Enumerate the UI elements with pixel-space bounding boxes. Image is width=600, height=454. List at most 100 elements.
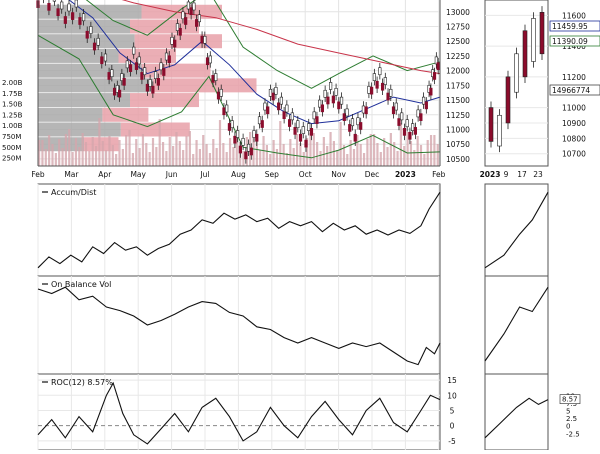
volume-bar — [386, 147, 389, 166]
volume-bar — [212, 139, 215, 166]
candle-body — [107, 72, 111, 80]
volume-bar — [396, 151, 399, 166]
candle-body — [383, 77, 387, 85]
candle-body — [159, 62, 163, 71]
y-tick-label: 11250 — [446, 111, 470, 120]
zoom-accum-dist-line — [484, 191, 549, 269]
candle-body — [331, 95, 335, 104]
candle-body — [326, 96, 330, 105]
y-tick-label: 11500 — [446, 96, 470, 105]
candle-body — [128, 64, 133, 72]
candle-body — [197, 14, 201, 23]
candle-body — [186, 1, 191, 10]
slow-ma-line — [121, 0, 441, 75]
y-tick-label: 13000 — [446, 8, 470, 17]
candle-body — [112, 87, 117, 96]
volume-bar — [383, 138, 386, 166]
candle-body — [211, 75, 215, 83]
volume-bar — [393, 142, 396, 166]
volume-bar — [316, 142, 319, 166]
candle-body — [323, 89, 327, 98]
volume-bar — [289, 139, 292, 166]
candle-body — [434, 56, 438, 65]
candle-body — [67, 3, 71, 12]
candle-body — [405, 119, 409, 128]
volume-bar — [232, 147, 235, 166]
volume-bar — [208, 153, 212, 166]
candle-body — [143, 67, 147, 76]
candle-body — [110, 69, 114, 78]
volume-bar — [225, 152, 228, 166]
zoom-x-tick-label: 17 — [517, 170, 527, 179]
candle-body — [175, 23, 180, 31]
candle-body — [312, 111, 316, 120]
candle-body — [389, 88, 393, 97]
volume-bar — [61, 148, 64, 166]
volume-bar — [403, 146, 406, 166]
candle-body — [361, 105, 366, 114]
roc-panel: 15 10 5 0 -5 ROC(12) 8.57% — [37, 373, 457, 451]
volume-bar — [141, 134, 145, 166]
candle-body — [125, 60, 129, 69]
zoom-x-tick-label: 2023 — [480, 170, 501, 179]
x-month-label: Mar — [64, 170, 79, 179]
y-tick-label: 5 — [450, 406, 455, 415]
candle-body — [342, 113, 346, 121]
candle-body — [298, 133, 303, 142]
volume-bar — [188, 131, 191, 166]
candle-body — [266, 106, 270, 115]
volume-bar — [346, 154, 349, 166]
candle-body — [92, 42, 97, 51]
volume-bar — [205, 144, 208, 166]
candle-body — [241, 138, 245, 146]
candle-body — [309, 128, 314, 136]
candle-body — [140, 72, 144, 80]
candle-body — [318, 99, 322, 108]
volume-bar — [352, 149, 356, 166]
volume-bar — [409, 141, 413, 166]
volume-by-price-bar — [38, 107, 103, 122]
volume-bar — [436, 144, 439, 166]
volume-bar — [322, 137, 325, 166]
candle-body — [120, 73, 124, 81]
price-label: 14966774 — [552, 86, 590, 95]
fast-ma-line — [68, 0, 441, 125]
candle-body — [246, 143, 251, 152]
candle-body — [329, 82, 333, 90]
volume-by-price-bar — [38, 63, 142, 78]
volume-bar — [81, 133, 84, 166]
volume-bar — [125, 135, 128, 166]
volume-bar — [426, 140, 429, 166]
volume-bar — [78, 147, 81, 166]
zoom-obv-line — [484, 286, 549, 362]
volume-bar — [41, 140, 44, 166]
volume-bar — [165, 151, 168, 166]
candle-body — [268, 88, 273, 97]
volume-bar — [44, 149, 47, 166]
candle-body — [411, 123, 415, 131]
candle-body — [238, 145, 242, 154]
volume-bar — [145, 143, 148, 166]
volume-bar — [245, 137, 248, 166]
x-month-label: Aug — [231, 170, 246, 179]
volume-bar — [168, 137, 171, 166]
x-month-label: Dec — [365, 170, 380, 179]
volume-bar — [151, 138, 155, 166]
volume-by-price-bar — [38, 34, 135, 49]
candle-body — [151, 85, 155, 94]
candle-body — [122, 77, 126, 86]
price-label: 11459.95 — [552, 22, 588, 31]
volume-bar — [306, 138, 309, 166]
candle-body — [413, 127, 417, 135]
volume-by-price-bar — [38, 48, 119, 63]
candle-body — [148, 79, 152, 87]
candle-body — [424, 101, 428, 110]
y-tick-label: 15 — [447, 376, 457, 385]
volume-bar — [265, 145, 268, 166]
candle-body — [252, 130, 256, 138]
candle-body — [227, 123, 232, 131]
volume-bar — [88, 151, 91, 166]
candle-body — [359, 122, 363, 130]
zoom-roc-tick-label: 2.5 — [566, 415, 577, 423]
candle-body — [85, 30, 89, 39]
